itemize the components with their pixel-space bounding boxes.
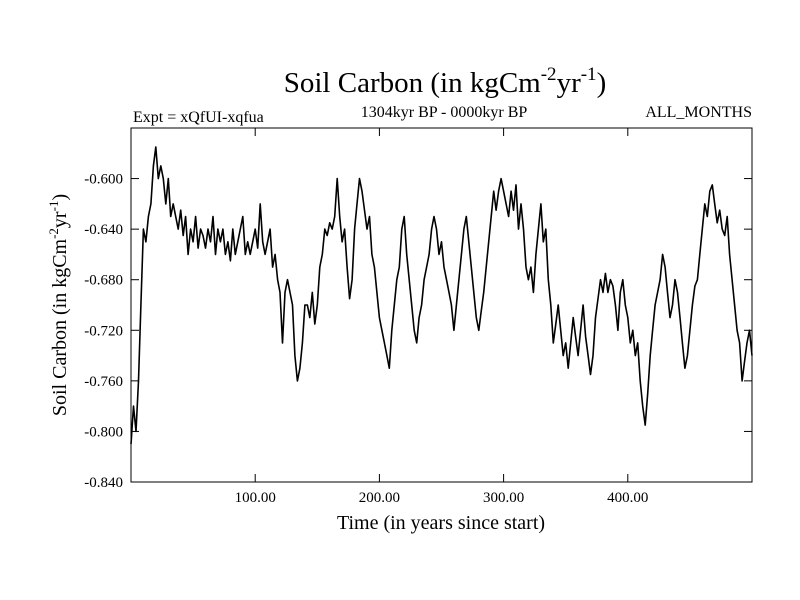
chart-title: Soil Carbon (in kgCm-2yr-1) [284, 64, 606, 99]
y-tick-label: -0.720 [84, 323, 123, 339]
experiment-label: Expt = xQfUI-xqfua [133, 109, 264, 126]
ylabel-exponent-2: -1 [46, 201, 61, 212]
subtitle-time-range: 1304kyr BP - 0000kyr BP [361, 104, 528, 121]
x-tick-label: 300.00 [483, 490, 524, 506]
ylabel-end: ) [49, 194, 71, 201]
months-label: ALL_MONTHS [645, 104, 752, 121]
y-tick-label: -0.640 [84, 222, 123, 238]
x-tick-label: 100.00 [235, 490, 276, 506]
y-tick-label: -0.840 [84, 475, 123, 491]
x-axis: 100.00 200.00 300.00 400.00 [235, 128, 648, 506]
title-exponent-2: -1 [581, 64, 597, 85]
title-main: Soil Carbon (in kgCm [284, 67, 541, 99]
x-axis-label: Time (in years since start) [337, 512, 545, 534]
plot-frame [130, 127, 753, 483]
y-axis: -0.600 -0.640 -0.680 -0.720 -0.760 -0.800 -0.8… [84, 172, 752, 491]
x-tick-label: 400.00 [607, 490, 648, 506]
ylabel-mid: yr [49, 211, 71, 228]
x-tick-label: 200.00 [359, 490, 400, 506]
ylabel-main: Soil Carbon (in kgCm [49, 238, 71, 416]
title-exponent-1: -2 [541, 64, 557, 85]
y-axis-label: Soil Carbon (in kgCm-2yr-1) [46, 194, 71, 416]
ylabel-exponent-1: -2 [46, 228, 61, 239]
soil-carbon-series-line [130, 146, 753, 445]
y-tick-label: -0.760 [84, 374, 123, 390]
y-tick-label: -0.600 [84, 172, 123, 188]
title-mid: yr [557, 67, 582, 99]
title-end: ) [597, 67, 607, 99]
y-tick-label: -0.680 [84, 273, 123, 289]
y-tick-label: -0.800 [84, 424, 123, 440]
